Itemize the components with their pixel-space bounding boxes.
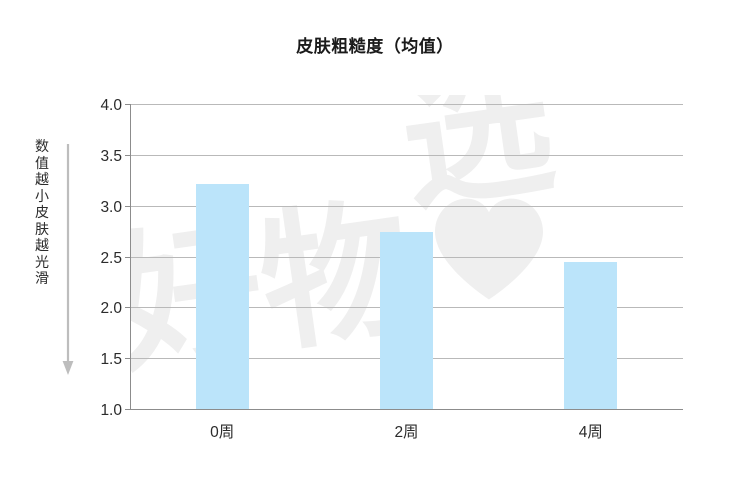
y-axis-description-char: 数 — [35, 138, 49, 154]
down-arrow-icon — [62, 144, 74, 375]
x-tick-label: 4周 — [578, 424, 603, 441]
plot-area: 4.0 3.5 3.0 2.5 2.0 1.5 1.0 — [100, 98, 683, 418]
y-axis-description: 数值越小皮肤越光滑 — [31, 138, 53, 287]
y-tick: 1.0 — [100, 403, 683, 418]
chart-title: 皮肤粗糙度（均值） — [296, 37, 454, 56]
tick-mark — [125, 409, 130, 410]
y-tick-label: 3.0 — [100, 198, 122, 216]
x-tick-label: 2周 — [394, 424, 419, 441]
y-tick: 3.0 — [100, 200, 683, 215]
tick-mark — [125, 205, 130, 207]
tick-mark — [125, 154, 130, 156]
y-axis-description-char: 越 — [35, 237, 49, 254]
gridline — [130, 104, 683, 105]
tick-mark — [125, 307, 130, 309]
y-axis-description-char: 越 — [35, 171, 49, 188]
bar — [195, 184, 249, 409]
y-tick-label: 3.5 — [100, 147, 122, 165]
y-axis-line — [130, 104, 131, 410]
tick-mark — [125, 104, 130, 105]
y-axis-description-char: 滑 — [35, 270, 49, 287]
y-tick: 4.0 — [100, 98, 683, 113]
y-axis-description-char: 肤 — [35, 220, 49, 237]
tick-mark — [125, 358, 130, 360]
x-axis-line — [130, 409, 683, 410]
x-tick-label: 0周 — [210, 424, 235, 441]
bar — [380, 232, 433, 409]
gridline — [130, 154, 683, 156]
bar — [564, 261, 618, 409]
y-tick-label: 1.5 — [100, 351, 122, 369]
y-tick: 3.5 — [100, 149, 683, 164]
y-tick-label: 2.5 — [100, 249, 122, 267]
y-axis-description-char: 光 — [35, 253, 49, 270]
gridline — [130, 205, 683, 207]
y-axis-description-char: 值 — [35, 154, 49, 171]
y-tick-label: 1.0 — [100, 402, 122, 419]
y-axis-description-char: 小 — [35, 187, 49, 204]
y-tick-label: 4.0 — [100, 97, 122, 114]
tick-mark — [125, 256, 130, 258]
y-tick-label: 2.0 — [100, 300, 122, 318]
y-axis-description-char: 皮 — [35, 204, 49, 221]
